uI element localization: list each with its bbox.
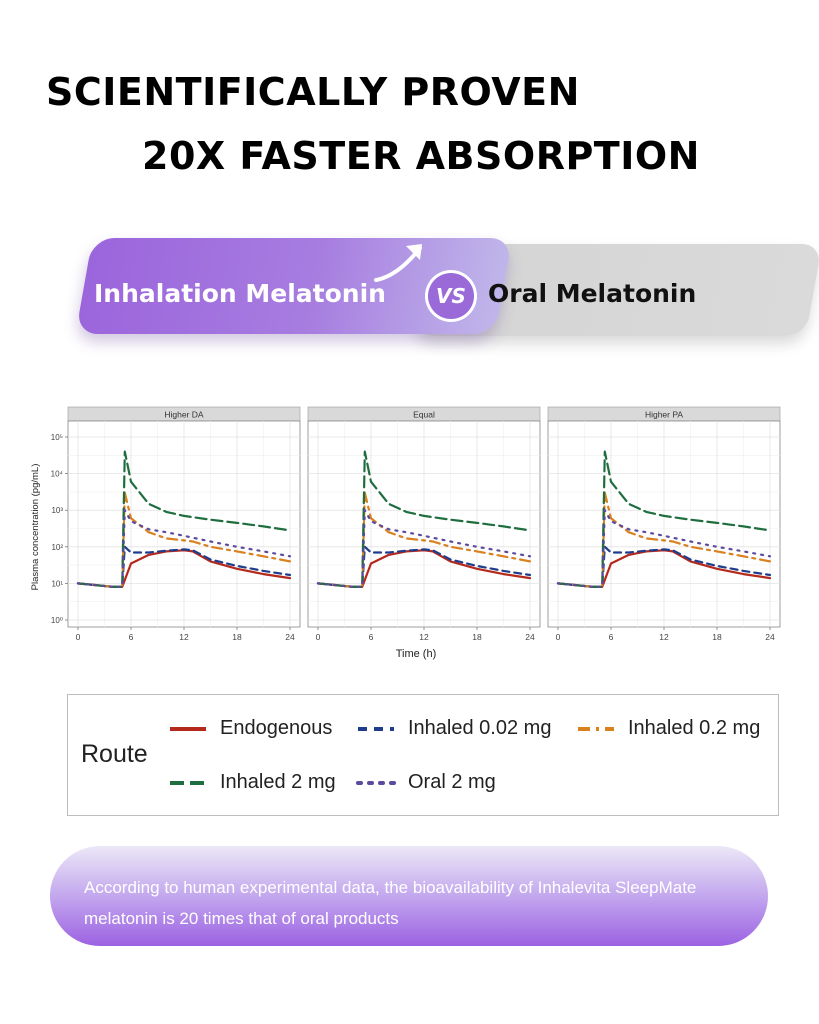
x-tick-label: 24 — [525, 632, 535, 642]
plasma-concentration-chart: Higher DA 0 6 12 18 24 10⁰ 10¹ 10² 10³ 10⁴ 10⁵ Equal… — [30, 406, 781, 660]
x-tick-label: 18 — [232, 632, 242, 642]
series-line-oral-2-mg — [556, 509, 772, 588]
legend-swatch-inhaled-002 — [358, 727, 394, 731]
series-line-oral-2-mg — [316, 509, 532, 588]
legend: Route Endogenous Inhaled 0.02 mg Inhaled… — [67, 694, 779, 816]
x-tick-label: 18 — [712, 632, 722, 642]
legend-label: Inhaled 0.02 mg — [408, 717, 552, 739]
panel-title: Equal — [413, 410, 435, 420]
oral-label: Oral Melatonin — [488, 279, 697, 308]
y-tick-label: 10² — [51, 543, 63, 552]
series-line-inhaled-2-mg — [556, 450, 772, 588]
panel-title: Higher PA — [645, 410, 683, 420]
series-line-inhaled-2-mg — [76, 450, 292, 588]
legend-label: Oral 2 mg — [408, 771, 496, 793]
legend-label: Inhaled 0.2 mg — [628, 717, 761, 739]
headline-line-1: SCIENTIFICALLY PROVEN — [46, 70, 580, 114]
x-tick-label: 0 — [316, 632, 321, 642]
x-tick-label: 0 — [76, 632, 81, 642]
footer-banner: According to human experimental data, th… — [50, 846, 768, 946]
y-tick-label: 10⁴ — [51, 470, 64, 479]
legend-title: Route — [81, 740, 148, 768]
x-axis-label: Time (h) — [396, 648, 437, 660]
series-line-inhaled-2-mg — [316, 450, 532, 588]
headline-line-2: 20X FASTER ABSORPTION — [142, 134, 700, 178]
x-tick-label: 12 — [419, 632, 429, 642]
x-tick-label: 6 — [609, 632, 614, 642]
y-axis-label: Plasma concentration (pg/mL) — [30, 464, 41, 591]
x-tick-label: 24 — [285, 632, 295, 642]
comparison-banner: Inhalation Melatonin VS Oral Melatonin — [62, 232, 819, 354]
series-line-oral-2-mg — [76, 509, 292, 588]
footer-text: According to human experimental data, th… — [84, 878, 697, 928]
legend-swatch-endogenous — [170, 727, 206, 731]
x-tick-label: 18 — [472, 632, 482, 642]
up-arrow-icon — [374, 244, 422, 282]
legend-swatch-oral-2 — [356, 781, 396, 785]
x-tick-label: 24 — [765, 632, 775, 642]
legend-label: Endogenous — [220, 717, 333, 739]
y-tick-label: 10⁰ — [51, 616, 63, 625]
x-tick-label: 0 — [556, 632, 561, 642]
inhalation-label: Inhalation Melatonin — [94, 279, 386, 308]
y-tick-label: 10⁵ — [51, 433, 63, 442]
y-tick-label: 10¹ — [51, 579, 63, 588]
y-tick-label: 10³ — [51, 506, 63, 515]
x-tick-label: 12 — [179, 632, 189, 642]
x-tick-label: 12 — [659, 632, 669, 642]
x-tick-label: 6 — [369, 632, 374, 642]
vs-badge: VS — [428, 273, 474, 319]
legend-swatch-inhaled-02 — [578, 727, 614, 731]
legend-label: Inhaled 2 mg — [220, 771, 336, 793]
legend-swatch-inhaled-2 — [170, 781, 206, 785]
panel-title: Higher DA — [164, 410, 204, 420]
x-tick-label: 6 — [129, 632, 134, 642]
